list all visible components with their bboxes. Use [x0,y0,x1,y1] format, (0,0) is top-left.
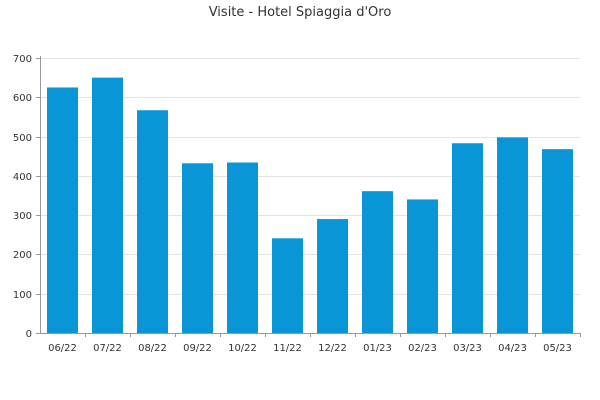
bar-03-23 [452,143,483,333]
bar-06-22 [47,87,78,334]
bar-08-22 [137,110,168,333]
x-tick-label: 12/22 [318,343,347,354]
x-axis-ticks: 06/22 07/22 08/22 09/22 10/22 11/22 12/22 01/23… [48,343,572,354]
x-tick-label: 09/22 [183,343,212,354]
bar-04-23 [497,137,528,333]
y-tick-label: 400 [13,172,32,183]
x-tick-label: 02/23 [408,343,437,354]
x-tick-label: 11/22 [273,343,302,354]
y-tick-label: 100 [13,290,32,301]
x-tick-label: 01/23 [363,343,392,354]
y-tick-label: 200 [13,250,32,261]
y-axis-ticks: 0 100 200 300 400 500 600 700 [13,54,32,340]
bar-12-22 [317,219,348,333]
x-tick-label: 10/22 [228,343,257,354]
x-tick-label: 06/22 [48,343,77,354]
y-tick-label: 300 [13,211,32,222]
bar-07-22 [92,77,123,333]
bar-05-23 [542,149,573,333]
y-tick-label: 0 [26,329,32,340]
bar-10-22 [227,162,258,333]
bar-09-22 [182,163,213,333]
y-tick-label: 500 [13,133,32,144]
x-tick-label: 08/22 [138,343,167,354]
x-tick-label: 07/22 [93,343,122,354]
y-tick-label: 700 [13,54,32,65]
x-tick-label: 05/23 [543,343,572,354]
bar-02-23 [407,199,438,333]
bars [47,77,573,334]
bar-01-23 [362,191,393,333]
x-tick-label: 04/23 [498,343,527,354]
y-tick-label: 600 [13,93,32,104]
axes [36,56,581,337]
gridlines [40,58,580,295]
chart-title: Visite - Hotel Spiaggia d'Oro [209,5,392,20]
bar-11-22 [272,238,303,333]
x-tick-label: 03/23 [453,343,482,354]
